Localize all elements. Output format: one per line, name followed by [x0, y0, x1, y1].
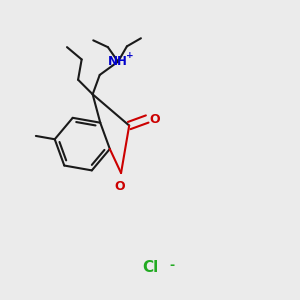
Text: +: + — [126, 51, 134, 60]
Text: O: O — [149, 112, 160, 125]
Text: -: - — [169, 259, 174, 272]
Text: NH: NH — [108, 55, 128, 68]
Text: O: O — [114, 179, 125, 193]
Text: Cl: Cl — [142, 260, 158, 275]
